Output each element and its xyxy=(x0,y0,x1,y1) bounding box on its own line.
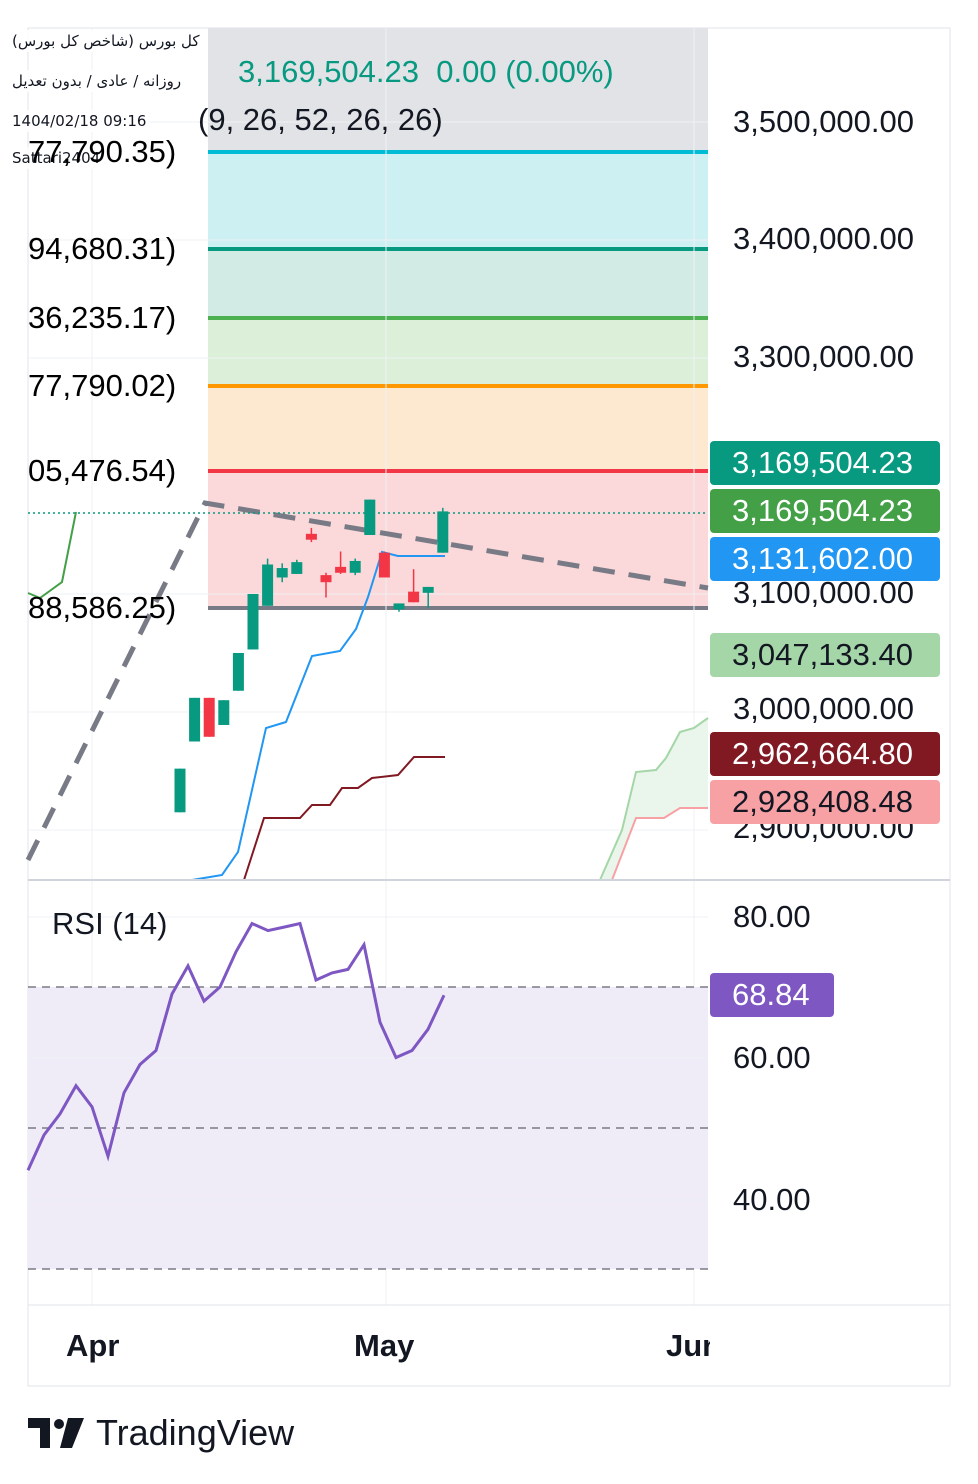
candle-body xyxy=(422,586,434,593)
candle-body xyxy=(232,653,244,691)
price-tag-close: 3,169,504.23 xyxy=(710,489,940,533)
fib-zone-teal xyxy=(208,249,708,318)
candle-body xyxy=(189,697,201,742)
trend-line-dashed xyxy=(25,500,709,862)
brand-name: TradingView xyxy=(96,1412,295,1453)
last-price-value: 3,169,504.23 xyxy=(238,54,420,89)
ichimoku-chikou-line xyxy=(27,511,77,600)
last-price-legend: 3,169,504.23 0.00 (0.00%) xyxy=(238,54,614,90)
rsi-pane xyxy=(26,916,708,1270)
candle-body xyxy=(174,768,186,813)
candle-body xyxy=(247,594,259,650)
candle-body xyxy=(203,697,215,737)
fib-zone-red xyxy=(208,471,708,608)
candle-body xyxy=(291,562,303,574)
price-tag-last: 3,169,504.23 xyxy=(710,441,940,485)
candle-body xyxy=(408,591,420,603)
candle-body xyxy=(349,560,361,573)
fib-label-4: 05,476.54) xyxy=(28,453,177,488)
fib-label-2: 36,235.17) xyxy=(28,300,177,335)
tradingview-logo-icon xyxy=(28,1418,84,1448)
fib-label-1: 94,680.31) xyxy=(28,231,177,266)
fib-zones xyxy=(208,28,708,610)
rsi-line xyxy=(26,921,446,1171)
ichimoku-base-line xyxy=(243,756,445,881)
time-axis-label: Apr xyxy=(66,1328,120,1363)
price-tag-conversion: 3,131,602.00 xyxy=(710,537,940,581)
rsi-value-tag: 68.84 xyxy=(710,973,834,1017)
ichimoku-cloud xyxy=(600,718,708,880)
rsi-title: RSI (14) xyxy=(52,906,168,941)
candle-body xyxy=(335,566,347,573)
price-change: 0.00 (0.00%) xyxy=(436,54,614,89)
time-axis-label: Jun xyxy=(666,1328,710,1363)
timestamp-label: 1404/02/18 09:16 xyxy=(8,110,151,132)
symbol-name: کل بورس (شاخص کل بورس) xyxy=(8,30,204,52)
fib-zone-cyan xyxy=(208,152,708,249)
ichimoku-params: (9, 26, 52, 26, 26) xyxy=(198,102,443,137)
candles xyxy=(174,499,449,813)
fib-label-3: 77,790.02) xyxy=(28,368,177,403)
fib-label-5: 88,586.25) xyxy=(28,590,177,625)
tradingview-brand[interactable]: TradingView xyxy=(28,1412,294,1454)
candle-body xyxy=(364,499,376,535)
rsi-axis-label: 80.00 xyxy=(733,899,811,934)
author-label: Sattari2404 xyxy=(8,147,105,169)
price-axis-label: 3,500,000.00 xyxy=(733,104,915,139)
price-tag-base: 2,962,664.80 xyxy=(710,732,940,776)
candle-body xyxy=(218,700,230,725)
fib-zone-top xyxy=(208,28,708,152)
candle-body xyxy=(276,568,288,578)
interval-label: روزانه / عادی / بدون تعدیل xyxy=(8,70,186,92)
candle-body xyxy=(305,533,317,540)
price-tag-lead-a: 3,047,133.40 xyxy=(710,633,940,677)
candle-body xyxy=(393,603,405,610)
ichimoku-lead-a xyxy=(599,717,709,881)
time-axis-label: May xyxy=(354,1328,415,1363)
price-axis-label: 3,300,000.00 xyxy=(733,339,915,374)
candle-body xyxy=(262,564,274,606)
rsi-axis-label: 60.00 xyxy=(733,1040,811,1075)
fib-zone-orange xyxy=(208,386,708,471)
rsi-axis-label: 40.00 xyxy=(733,1182,811,1217)
ichimoku-lead-b xyxy=(611,807,708,881)
fib-label-0: 77,790.35) xyxy=(28,134,177,169)
price-axis-label: 3,000,000.00 xyxy=(733,691,915,726)
candle-body xyxy=(378,552,390,578)
fib-zone-green xyxy=(208,318,708,386)
candle-body xyxy=(437,511,449,553)
price-axis-label: 3,400,000.00 xyxy=(733,221,915,256)
candle-body xyxy=(320,575,332,583)
price-tag-lead-b: 2,928,408.48 xyxy=(710,780,940,824)
